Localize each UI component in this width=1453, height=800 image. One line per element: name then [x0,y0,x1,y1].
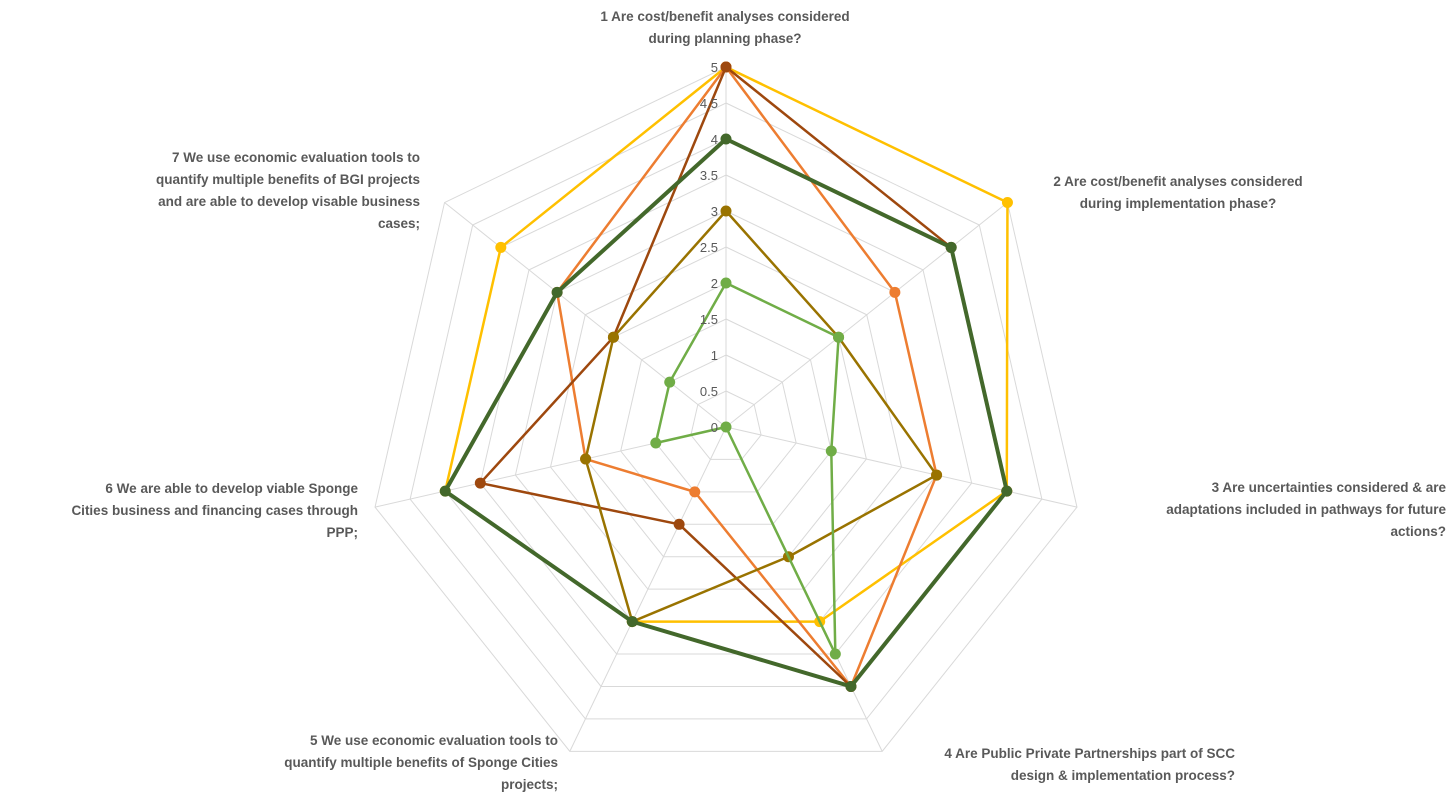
grid-ring [479,174,973,655]
data-point [1001,197,1013,209]
tick-label: 2.5 [700,240,718,255]
data-point [474,477,486,489]
tick-label: 5 [711,60,718,75]
data-point [580,453,592,465]
data-point [664,376,676,388]
grid-spoke [444,202,727,428]
data-point [1001,485,1013,497]
tick-label: 1 [711,348,718,363]
data-point [720,61,732,73]
tick-label: 3 [711,204,718,219]
data-point [720,133,732,145]
tick-label: 4.5 [700,96,718,111]
category-label-3: 3 Are uncertainties considered & are ada… [1166,480,1446,539]
tick-label: 2 [711,276,718,291]
grid-ring [549,246,903,590]
category-label-2: 2 Are cost/benefit analyses considered d… [1053,174,1303,211]
grid-ring [690,390,762,460]
data-point [650,437,662,449]
data-point [720,205,732,217]
tick-label: 1.5 [700,312,718,327]
series-line [654,281,840,656]
data-point [626,616,638,628]
series-line [443,65,1009,623]
data-point [607,331,619,343]
data-point [439,485,451,497]
data-point [889,286,901,298]
category-label-6: 6 We are able to develop viable Sponge C… [71,481,358,540]
data-point [829,648,841,660]
data-point [720,421,732,433]
data-point [825,445,837,457]
grid-spoke [725,426,1078,508]
data-point [931,469,943,481]
series-line [479,65,1009,688]
data-point [495,241,507,253]
data-point [720,277,732,289]
grid-spoke [569,426,727,752]
grid-ring [409,102,1043,720]
data-point [845,680,857,692]
series-line [555,65,938,688]
grid-ring [620,318,832,525]
category-label-5: 5 We use economic evaluation tools to qu… [284,733,558,792]
category-label-4: 4 Are Public Private Partnerships part o… [944,746,1235,783]
grid-spoke [725,202,1008,428]
data-point [689,486,701,498]
tick-label: 0.5 [700,384,718,399]
series-line [584,209,938,623]
grid-ring [374,66,1078,752]
tick-label: 4 [711,132,718,147]
tick-label: 3.5 [700,168,718,183]
data-point [551,286,563,298]
data-point [833,331,845,343]
tick-label: 0 [711,420,718,435]
series-line [443,137,1009,689]
category-label-1: 1 Are cost/benefit analyses considered d… [600,9,850,46]
category-label-7: 7 We use economic evaluation tools to qu… [155,150,420,231]
data-point [945,241,957,253]
data-point [673,518,685,530]
